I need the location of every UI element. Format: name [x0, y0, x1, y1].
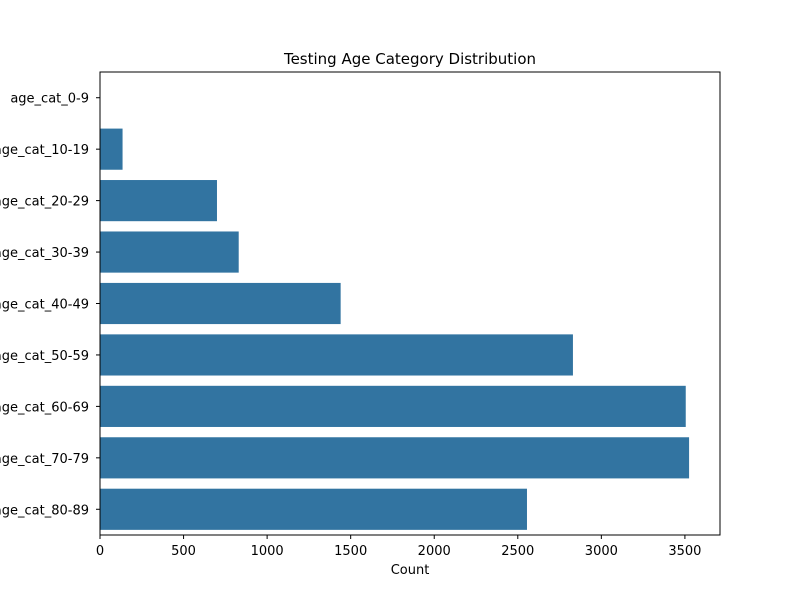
- chart-title: Testing Age Category Distribution: [283, 50, 536, 68]
- x-tick-label: 2500: [501, 544, 534, 559]
- x-axis-label: Count: [391, 563, 430, 578]
- y-axis: age_cat_0-9 age_cat_10-19 age_cat_20-29age…: [0, 92, 100, 518]
- x-tick-label: 0: [96, 544, 104, 559]
- y-tick-label: age_cat_40-49: [0, 298, 89, 313]
- x-tick-label: 1500: [334, 544, 367, 559]
- y-tick-label: age_cat_10-19: [0, 143, 89, 158]
- bar-age_cat_10-19: [100, 128, 123, 170]
- x-tick-label: 1000: [251, 544, 284, 559]
- y-tick-label: age_cat_80-89: [0, 503, 89, 518]
- bars-group: [100, 128, 690, 530]
- bar-age_cat_80-89: [100, 488, 527, 530]
- y-tick-label: age_cat_50-59: [0, 349, 89, 364]
- x-tick-label: 2000: [418, 544, 451, 559]
- y-tick-label: age_cat_60-69: [0, 400, 89, 415]
- bar-age_cat_60-69: [100, 385, 686, 427]
- bar-age_cat_30-39: [100, 231, 239, 273]
- x-tick-label: 500: [171, 544, 196, 559]
- bar-age_cat_70-79: [100, 437, 690, 479]
- bar-age_cat_40-49: [100, 282, 341, 325]
- x-axis: 0 500 1000 1500 2000 2500 3000 3500: [96, 535, 701, 559]
- x-tick-label: 3500: [668, 544, 701, 559]
- y-tick-label: age_cat_70-79: [0, 452, 89, 467]
- x-tick-label: 3000: [585, 544, 618, 559]
- y-tick-label: age_cat_20-29: [0, 195, 89, 210]
- bar-age_cat_20-29: [100, 180, 217, 222]
- bar-age_cat_50-59: [100, 334, 573, 376]
- y-tick-label: age_cat_0-9: [10, 92, 89, 107]
- y-tick-label: age_cat_30-39: [0, 246, 89, 261]
